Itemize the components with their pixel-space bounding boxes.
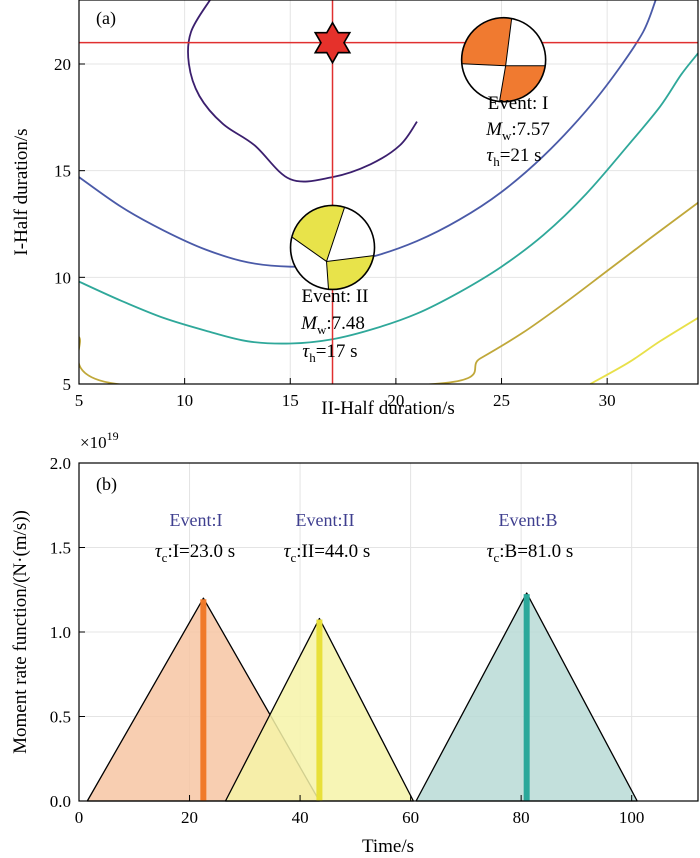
x-tick-label: 15 bbox=[282, 391, 299, 410]
beachball-lobe-top bbox=[292, 205, 345, 262]
contour-line-level-4 bbox=[79, 201, 698, 384]
moment-rate-triangles bbox=[86, 592, 638, 802]
contour-panel: 5 10 15 20 25 30 5 10 15 20 (a) Event: I Mw:7.57 … bbox=[11, 0, 699, 419]
ticks-a: 5 10 15 20 25 30 5 10 15 20 bbox=[54, 55, 616, 410]
series-2-tau: τc:II=44.0 s bbox=[284, 541, 371, 565]
x-tick-label: 60 bbox=[402, 808, 419, 827]
x-tick-label: 40 bbox=[292, 808, 309, 827]
x-axis-label-a: II-Half duration/s bbox=[321, 398, 454, 419]
beachball-lobe-top bbox=[461, 17, 512, 66]
x-tick-label: 20 bbox=[181, 808, 198, 827]
panel-a-label: (a) bbox=[96, 8, 116, 29]
event-1-name: Event: I bbox=[488, 93, 549, 114]
event-2-tau: τh=17 s bbox=[302, 341, 357, 365]
y-tick-label: 2.0 bbox=[50, 454, 71, 473]
x-tick-label: 20 bbox=[387, 391, 404, 410]
series-2-name: Event:II bbox=[296, 510, 355, 530]
event-2-mw: Mw:7.48 bbox=[300, 313, 365, 337]
y-axis-label-b: Moment rate function/(N·(m/s)) bbox=[10, 510, 31, 754]
y-tick-label: 20 bbox=[54, 55, 71, 74]
beachball-icon-event-2 bbox=[289, 204, 376, 291]
x-tick-label: 25 bbox=[493, 391, 510, 410]
contour-line-level-3 bbox=[79, 52, 698, 345]
x-axis-label-b: Time/s bbox=[362, 836, 414, 857]
beachball-nodal-2 bbox=[292, 237, 375, 262]
beachball-nodal-2 bbox=[461, 63, 546, 67]
series-2-annotation: Event:II τc:II=44.0 s bbox=[284, 510, 371, 565]
y-tick-label: 0.0 bbox=[50, 792, 71, 811]
x-tick-label: 80 bbox=[513, 808, 530, 827]
ticks-b: 0 20 40 60 80 100 0.0 0.5 1.0 1.5 2.0 bbox=[50, 454, 645, 827]
y-axis-label-a: I-Half duration/s bbox=[11, 128, 32, 255]
series-3-tau: τc:B=81.0 s bbox=[487, 541, 574, 565]
beachball-lobe-bottom bbox=[499, 65, 546, 101]
moment-rate-panel: 0 20 40 60 80 100 0.0 0.5 1.0 1.5 2.0 (b) ×1019 Ev… bbox=[10, 429, 699, 857]
event-1-tau: τh=21 s bbox=[486, 145, 541, 169]
x-tick-label: 10 bbox=[176, 391, 193, 410]
contour-line-level-1 bbox=[187, 0, 418, 183]
x-tick-label: 100 bbox=[619, 808, 645, 827]
series-1-name: Event:I bbox=[170, 510, 223, 530]
y-tick-label: 1.0 bbox=[50, 623, 71, 642]
event-2-annotation: Event: II Mw:7.48 τh=17 s bbox=[300, 286, 368, 365]
x-tick-label: 0 bbox=[75, 808, 84, 827]
x-tick-label: 30 bbox=[599, 391, 616, 410]
y-tick-label: 1.5 bbox=[50, 539, 71, 558]
y-tick-label: 5 bbox=[63, 375, 72, 394]
x-tick-label: 5 bbox=[75, 391, 84, 410]
misfit-contours bbox=[79, 0, 698, 384]
contour-line-level-2 bbox=[79, 0, 657, 268]
y-tick-label: 0.5 bbox=[50, 708, 71, 727]
event-2-name: Event: II bbox=[301, 286, 368, 307]
panel-b-label: (b) bbox=[96, 474, 117, 495]
contour-line-level-5 bbox=[589, 317, 698, 384]
beachball-outline bbox=[460, 16, 547, 103]
hexagram-star-icon bbox=[313, 21, 352, 65]
beachball-outline bbox=[289, 204, 376, 291]
beachball-lobe-bottom bbox=[326, 255, 375, 290]
series-1-annotation: Event:I τc:I=23.0 s bbox=[155, 510, 235, 565]
event-1-mw: Mw:7.57 bbox=[485, 119, 550, 143]
best-fit-star-icon bbox=[313, 21, 352, 65]
beachball-icon-event-1 bbox=[460, 16, 547, 103]
series-1-tau: τc:I=23.0 s bbox=[155, 541, 235, 565]
series-3-name: Event:B bbox=[499, 510, 558, 530]
y-tick-label: 15 bbox=[54, 162, 71, 181]
y-tick-label: 10 bbox=[54, 268, 71, 287]
series-3-annotation: Event:B τc:B=81.0 s bbox=[487, 510, 574, 565]
event-1-annotation: Event: I Mw:7.57 τh=21 s bbox=[485, 93, 550, 169]
y-scale-multiplier: ×1019 bbox=[80, 429, 119, 452]
beachballs bbox=[289, 16, 547, 291]
